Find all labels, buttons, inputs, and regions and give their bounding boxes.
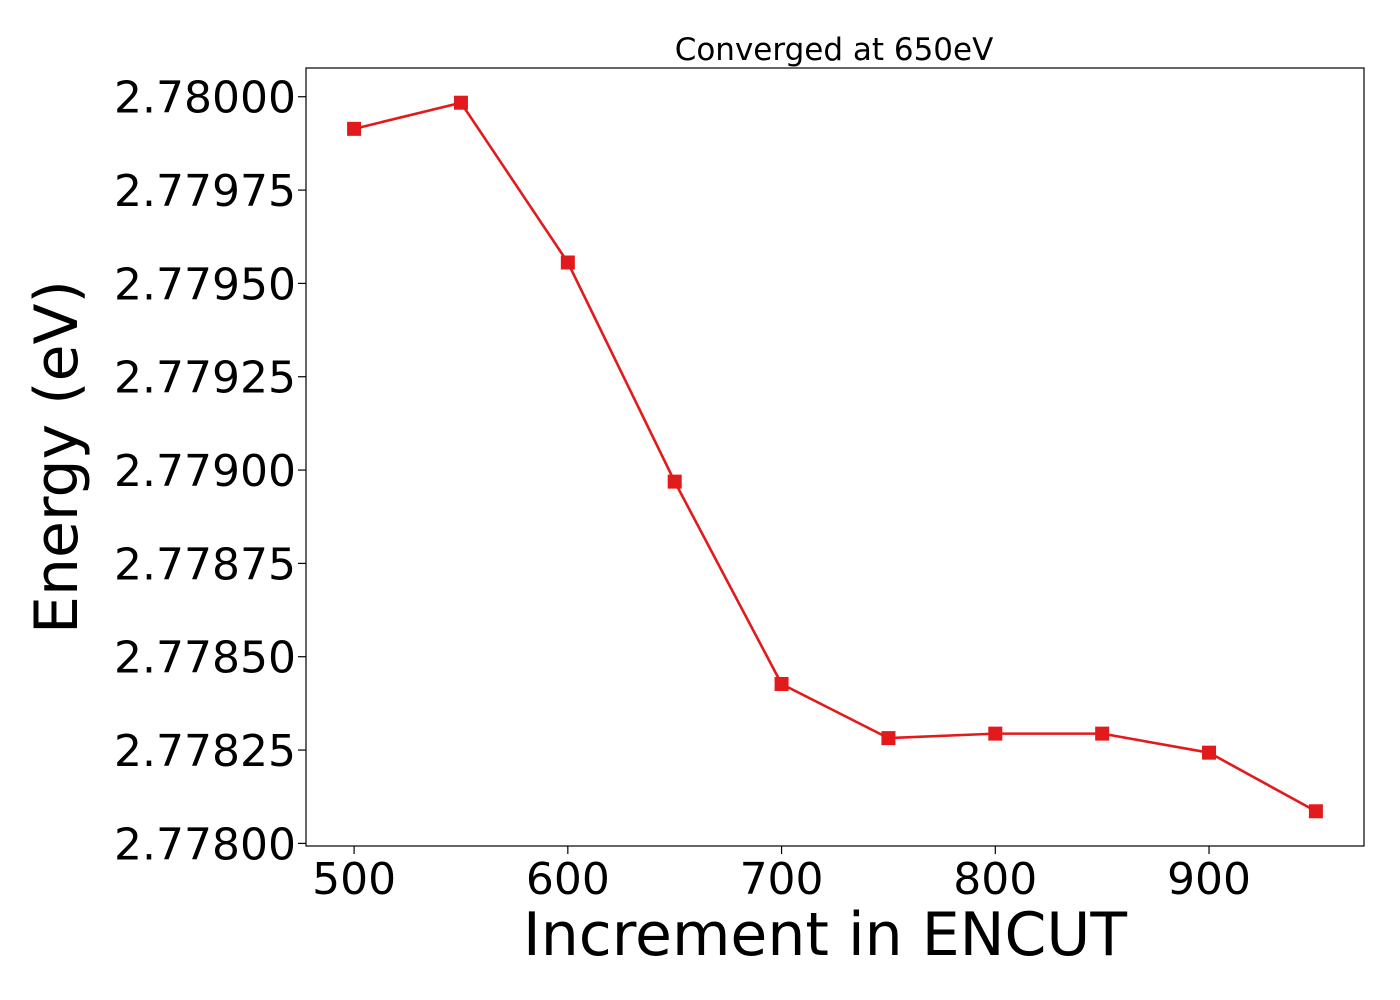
- data-point-marker: [560, 255, 575, 270]
- data-point-marker: [774, 676, 789, 691]
- x-tick-label: 700: [740, 854, 824, 905]
- chart-title: Converged at 650eV: [675, 32, 994, 68]
- y-tick-label: 2.77850: [114, 633, 296, 684]
- data-point-marker: [453, 95, 468, 110]
- y-tick-label: 2.77900: [114, 446, 296, 497]
- series-line: [353, 101, 1317, 813]
- x-axis: 500 600 700 800 900: [312, 846, 1251, 905]
- data-point-marker: [1308, 804, 1323, 819]
- y-tick-label: 2.77825: [114, 726, 296, 777]
- plot-frame: [305, 67, 1365, 847]
- y-axis-title: Energy (eV): [22, 280, 92, 634]
- y-tick-label: 2.78000: [114, 73, 296, 124]
- x-tick-label: 600: [526, 854, 610, 905]
- data-point-marker: [1095, 726, 1110, 741]
- y-tick-label: 2.77875: [114, 539, 296, 590]
- series-layer: [347, 95, 1323, 819]
- y-tick-label: 2.77950: [114, 259, 296, 310]
- x-tick-label: 900: [1167, 854, 1251, 905]
- y-axis: 2.77800 2.77825 2.77850 2.77875 2.77900 2.779…: [114, 73, 306, 870]
- y-tick-label: 2.77925: [114, 353, 296, 404]
- x-tick-label: 500: [312, 854, 396, 905]
- data-point-marker: [988, 726, 1003, 741]
- data-point-marker: [667, 474, 682, 489]
- x-tick-label: 800: [953, 854, 1037, 905]
- y-tick-label: 2.77800: [114, 819, 296, 870]
- data-point-marker: [1202, 745, 1217, 760]
- data-point-marker: [881, 731, 896, 746]
- y-tick-label: 2.77975: [114, 166, 296, 217]
- x-axis-title: Increment in ENCUT: [523, 900, 1127, 970]
- data-point-marker: [347, 121, 362, 136]
